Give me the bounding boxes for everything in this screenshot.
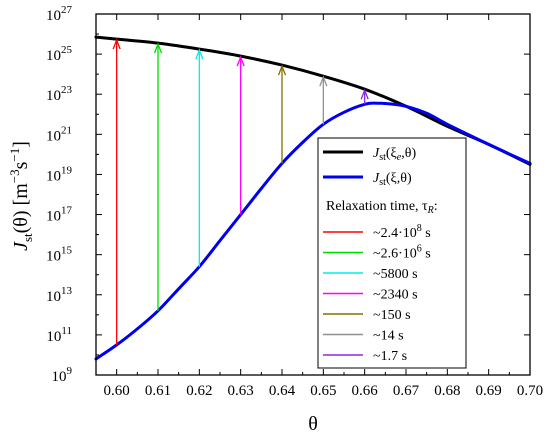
- relaxation-arrowhead-2: [153, 42, 163, 54]
- y-tick-label: 109: [52, 365, 73, 385]
- curves: [94, 35, 532, 361]
- legend-entry-label-7: ~1.7 s: [373, 349, 407, 364]
- x-tick-label: 0.69: [476, 383, 502, 399]
- legend-entry-label-2: ~2.6·106 s: [373, 244, 431, 262]
- legend-entry-label-3: ~5800 s: [373, 267, 418, 282]
- relaxation-arrowhead-6: [319, 75, 328, 87]
- y-tick-label: 1015: [46, 245, 73, 265]
- x-tick-label: 0.61: [145, 383, 171, 399]
- x-tick-label: 0.62: [186, 383, 212, 399]
- series-line-blue: [94, 101, 532, 361]
- x-tick-label: 0.67: [393, 383, 420, 399]
- legend-label-blue: Jst(ξ,θ): [373, 171, 412, 188]
- relaxation-arrowhead-4: [236, 55, 245, 67]
- y-tick-label: 1017: [46, 205, 73, 225]
- legend-label-black: Jst(ξe,θ): [373, 146, 416, 163]
- relaxation-arrowhead-1: [112, 38, 121, 50]
- legend-entry-label-6: ~14 s: [373, 329, 404, 344]
- x-tick-label: 0.66: [352, 383, 379, 399]
- x-tick-label: 0.63: [228, 383, 254, 399]
- x-tick-label: 0.60: [104, 383, 130, 399]
- legend-entry-label-1: ~2.4·108 s: [373, 223, 431, 241]
- y-tick-label: 1023: [46, 84, 73, 104]
- plot-frame: [95, 13, 531, 376]
- relaxation-arrowhead-3: [195, 48, 204, 60]
- legend-heading: Relaxation time, τR:: [326, 199, 438, 216]
- relaxation-arrowhead-7: [360, 88, 369, 100]
- y-axis-label: Jst(θ) [m−3s−1]: [7, 141, 35, 251]
- relaxation-arrowhead-5: [277, 64, 287, 76]
- x-tick-label: 0.70: [517, 383, 543, 399]
- y-tick-label: 1021: [46, 124, 72, 144]
- series-line-black: [94, 35, 532, 166]
- y-tick-label: 1013: [46, 285, 73, 305]
- legend-entry-label-5: ~150 s: [373, 308, 411, 323]
- y-tick-label: 1019: [46, 164, 73, 184]
- relaxation-arrows: [112, 38, 369, 345]
- x-tick-label: 0.68: [434, 383, 460, 399]
- legend: Jst(ξe,θ) Jst(ξ,θ) Relaxation time, τR: …: [317, 137, 467, 369]
- legend-entry-label-4: ~2340 s: [373, 288, 418, 303]
- x-tick-label: 0.64: [269, 383, 296, 399]
- svg-text:Jst(θ) [m−3s−1]: Jst(θ) [m−3s−1]: [7, 141, 35, 251]
- y-tick-label: 1027: [46, 4, 73, 24]
- x-tick-label: 0.65: [310, 383, 336, 399]
- y-tick-label: 1025: [46, 44, 73, 64]
- y-tick-label: 1011: [46, 325, 72, 345]
- x-axis: 0.60 0.61 0.62 0.63 0.64 0.65 0.66 0.67 0.68 0.69…: [104, 14, 543, 399]
- x-axis-label: θ: [308, 413, 318, 435]
